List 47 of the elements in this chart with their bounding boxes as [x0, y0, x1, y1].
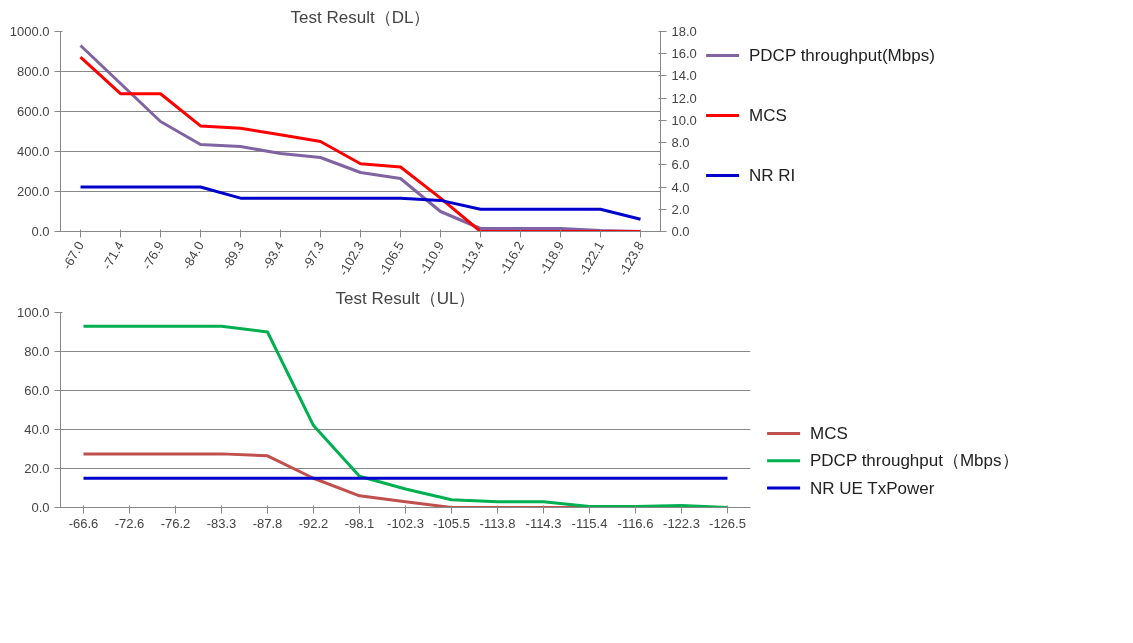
y-tick-label: 40.0 — [24, 422, 50, 437]
x-tick-label: -72.6 — [114, 515, 145, 531]
legend-label: MCS — [749, 106, 787, 125]
y-tick-label: 80.0 — [24, 344, 50, 359]
y-tick-label: 60.0 — [24, 383, 50, 398]
x-tick-label: -113.8 — [479, 515, 516, 531]
x-tick-label: -92.2 — [298, 515, 329, 531]
line-series — [82, 324, 729, 508]
x-tick-label: -126.5 — [709, 515, 746, 531]
y2-tick-label: 2.0 — [671, 201, 690, 217]
y2-tick-label: 12.0 — [671, 90, 697, 106]
legend-label: NR RI — [749, 166, 796, 185]
legend-label: NR UE TxPower — [810, 478, 935, 498]
chart-title: Test Result（DL） — [290, 7, 431, 27]
y-tick-label: 100.0 — [16, 305, 50, 320]
y-tick-label: 400.0 — [16, 144, 50, 159]
y-tick-label: 600.0 — [16, 104, 50, 119]
y2-tick-label: 10.0 — [671, 112, 697, 128]
x-tick-label: -87.8 — [252, 515, 283, 531]
x-tick-label: -122.3 — [663, 515, 700, 531]
y-tick-label: 0.0 — [31, 224, 50, 239]
x-tick-label: -98.1 — [344, 515, 375, 531]
legend-label: PDCP throughput(Mbps) — [749, 46, 935, 65]
y2-tick-label: 16.0 — [671, 46, 697, 62]
y-tick-label: 1000.0 — [9, 24, 50, 39]
legend-label: MCS — [810, 423, 848, 443]
x-tick-label: -76.2 — [160, 515, 191, 531]
y2-tick-label: 0.0 — [671, 224, 690, 239]
y-tick-label: 20.0 — [24, 461, 50, 476]
line-series — [79, 185, 642, 221]
y-tick-label: 800.0 — [16, 64, 50, 79]
x-tick-label: -66.6 — [68, 515, 99, 531]
x-tick-label: -105.5 — [433, 515, 470, 531]
x-tick-label: -102.3 — [387, 515, 424, 531]
x-tick-label: -116.6 — [617, 515, 654, 531]
y2-tick-label: 14.0 — [671, 68, 697, 84]
y-tick-label: 200.0 — [16, 184, 50, 199]
y2-tick-label: 18.0 — [671, 24, 697, 39]
x-tick-label: -115.4 — [571, 515, 608, 531]
y2-tick-label: 4.0 — [671, 179, 690, 195]
y2-tick-label: 6.0 — [671, 157, 690, 173]
x-tick-label: -83.3 — [206, 515, 237, 531]
y2-tick-label: 8.0 — [671, 135, 690, 151]
legend-label: PDCP throughput（Mbps） — [810, 451, 1019, 471]
y-tick-label: 0.0 — [31, 500, 50, 515]
x-tick-label: -114.3 — [525, 515, 562, 531]
chart-title: Test Result（UL） — [335, 288, 476, 308]
